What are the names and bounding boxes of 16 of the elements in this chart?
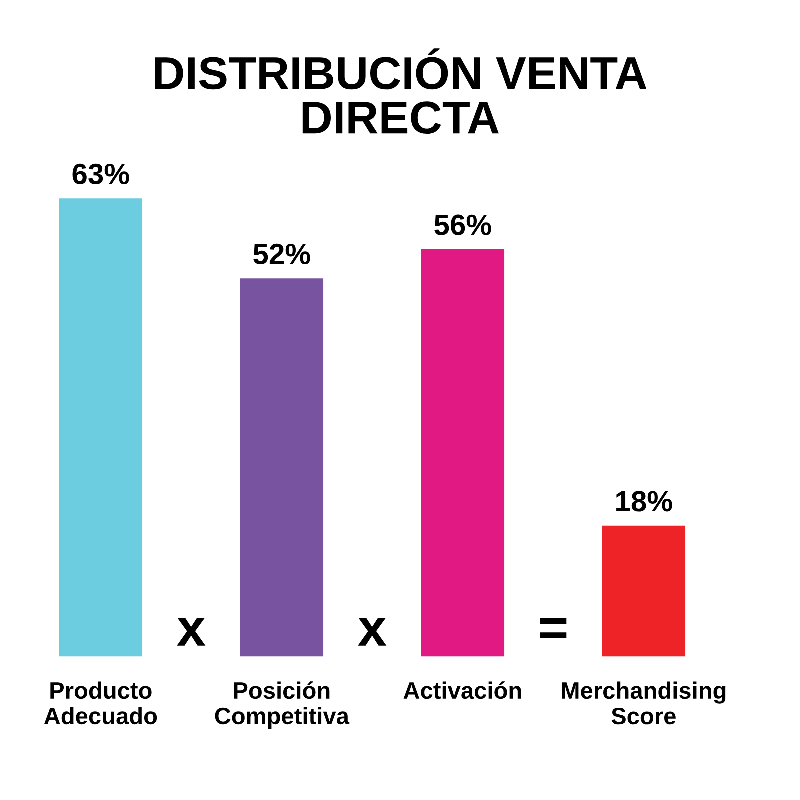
chart-title: DISTRIBUCIÓN VENTA DIRECTA (155, 48, 647, 134)
bar (59, 198, 143, 657)
data-label: 52% (254, 244, 310, 265)
x-tick-label: Activación (404, 682, 522, 700)
data-label: 56% (434, 214, 492, 236)
annotation: = (540, 618, 567, 638)
x-tick-label: Producto Adecuado (44, 682, 158, 725)
annotation: x (358, 618, 387, 646)
x-tick-label: Posición Competitiva (215, 682, 350, 730)
x-tick-label: Merchandising Score (562, 682, 726, 725)
bar (602, 526, 686, 657)
bar (421, 250, 505, 657)
data-label: 63% (72, 164, 130, 185)
data-label: 18% (616, 491, 672, 512)
annotation: x (177, 618, 206, 646)
bar (240, 278, 324, 657)
